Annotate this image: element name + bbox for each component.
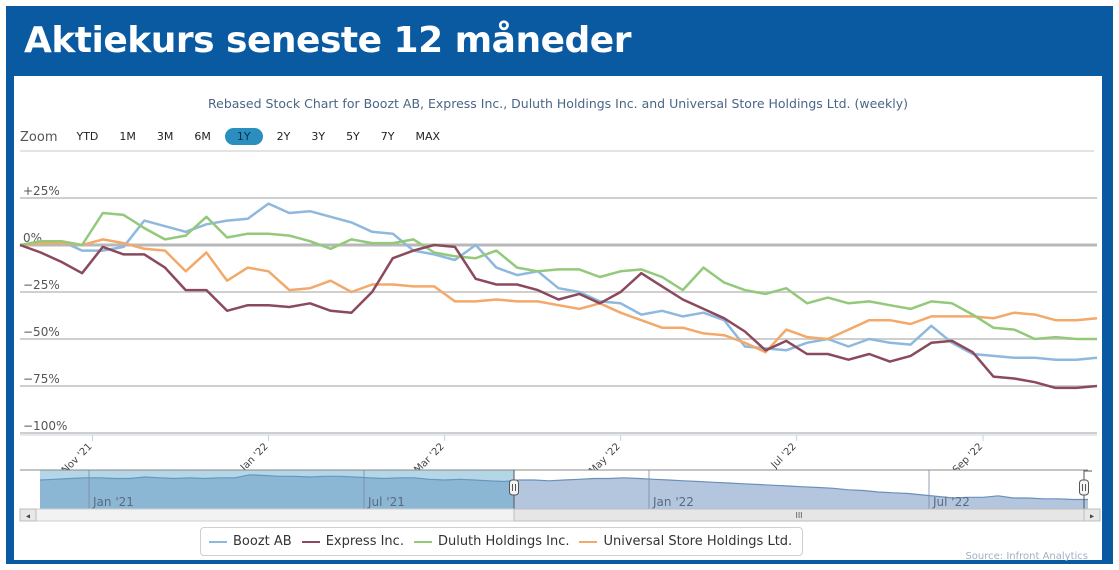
y-tick-label: −100% (23, 419, 67, 433)
y-tick-label: −25% (23, 278, 60, 292)
legend-label: Universal Store Holdings Ltd. (603, 534, 793, 549)
scroll-left-button[interactable] (19, 508, 37, 522)
zoom-button-3y[interactable]: 3Y (311, 129, 326, 143)
navigator-label: Jan '21 (92, 495, 134, 509)
slide-title: Aktiekurs seneste 12 måneder (24, 20, 631, 61)
zoom-button-1y[interactable]: 1Y (224, 127, 263, 145)
zoom-label: Zoom (20, 130, 58, 145)
legend-label: Duluth Holdings Inc. (437, 534, 570, 549)
zoom-button-3m[interactable]: 3M (156, 129, 174, 143)
navigator-area (40, 474, 1088, 509)
toolbar-divider (20, 150, 1094, 152)
scroll-right-button[interactable] (1083, 508, 1101, 522)
legend-swatch (301, 540, 320, 543)
navigator-line (39, 474, 1088, 501)
navigator-mask-left (40, 470, 514, 509)
legend: Boozt AB Express Inc. Duluth Holdings Inc.… (200, 527, 804, 556)
legend-item[interactable]: Universal Store Holdings Ltd. (579, 534, 792, 549)
zoom-bar: Zoom YTD 1M 3M 6M 1Y 2Y 3Y 5Y 7Y MAX (20, 126, 454, 146)
chart-title: Rebased Stock Chart for Boozt AB, Expres… (208, 96, 908, 111)
navigator-label: Jul '21 (367, 495, 405, 509)
legend-item[interactable]: Express Inc. (301, 534, 404, 549)
series-line-express-inc[interactable] (19, 243, 1098, 390)
scroll-right-arrow-icon: ▸ (1090, 512, 1094, 521)
legend-label: Express Inc. (325, 534, 404, 549)
series-line-boozt-ab[interactable] (19, 202, 1098, 361)
y-tick-label: −75% (23, 372, 60, 386)
navigator-handle-right[interactable] (1079, 479, 1089, 496)
zoom-button-2y[interactable]: 2Y (276, 129, 291, 143)
series-line-universal-store-holdings-ltd[interactable] (19, 238, 1098, 354)
zoom-button-ytd[interactable]: YTD (76, 129, 99, 143)
zoom-buttons: YTD 1M 3M 6M 1Y 2Y 3Y 5Y 7Y MAX (69, 127, 454, 145)
scrollbar-grip: III (795, 511, 802, 520)
zoom-button-max[interactable]: MAX (415, 129, 441, 143)
zoom-button-1m[interactable]: 1M (119, 129, 136, 143)
zoom-button-6m[interactable]: 6M (194, 129, 211, 143)
y-tick-label: −50% (23, 325, 60, 339)
navigator-handle-left[interactable] (509, 479, 519, 496)
zoom-button-7y[interactable]: 7Y (380, 129, 395, 143)
x-tick-label: Jul '22 (769, 441, 799, 471)
slide-header: Aktiekurs seneste 12 måneder (6, 6, 1113, 76)
legend-label: Boozt AB (233, 534, 292, 549)
legend-item[interactable]: Boozt AB (209, 534, 292, 549)
legend-swatch (413, 540, 432, 543)
legend-swatch (579, 540, 598, 543)
chart-svg: +25%0%−25%−50%−75%−100%Nov '21 Jan '22 Mar… (19, 184, 1101, 522)
scroll-left-arrow-icon: ◂ (26, 512, 30, 521)
slide-frame: Aktiekurs seneste 12 måneder Rebased Sto… (6, 6, 1113, 564)
source-note: Source: Infront Analytics (965, 551, 1088, 562)
legend-item[interactable]: Duluth Holdings Inc. (413, 534, 570, 549)
x-tick-label: Jan '22 (238, 441, 271, 474)
legend-swatch (209, 540, 227, 543)
zoom-button-5y[interactable]: 5Y (346, 129, 360, 143)
navigator-label: Jul '22 (932, 495, 970, 509)
series-line-duluth-holdings-inc[interactable] (19, 211, 1097, 341)
y-tick-label: +25% (23, 184, 60, 198)
navigator-label: Jan '22 (652, 495, 694, 509)
chart-panel: Rebased Stock Chart for Boozt AB, Expres… (14, 76, 1102, 562)
